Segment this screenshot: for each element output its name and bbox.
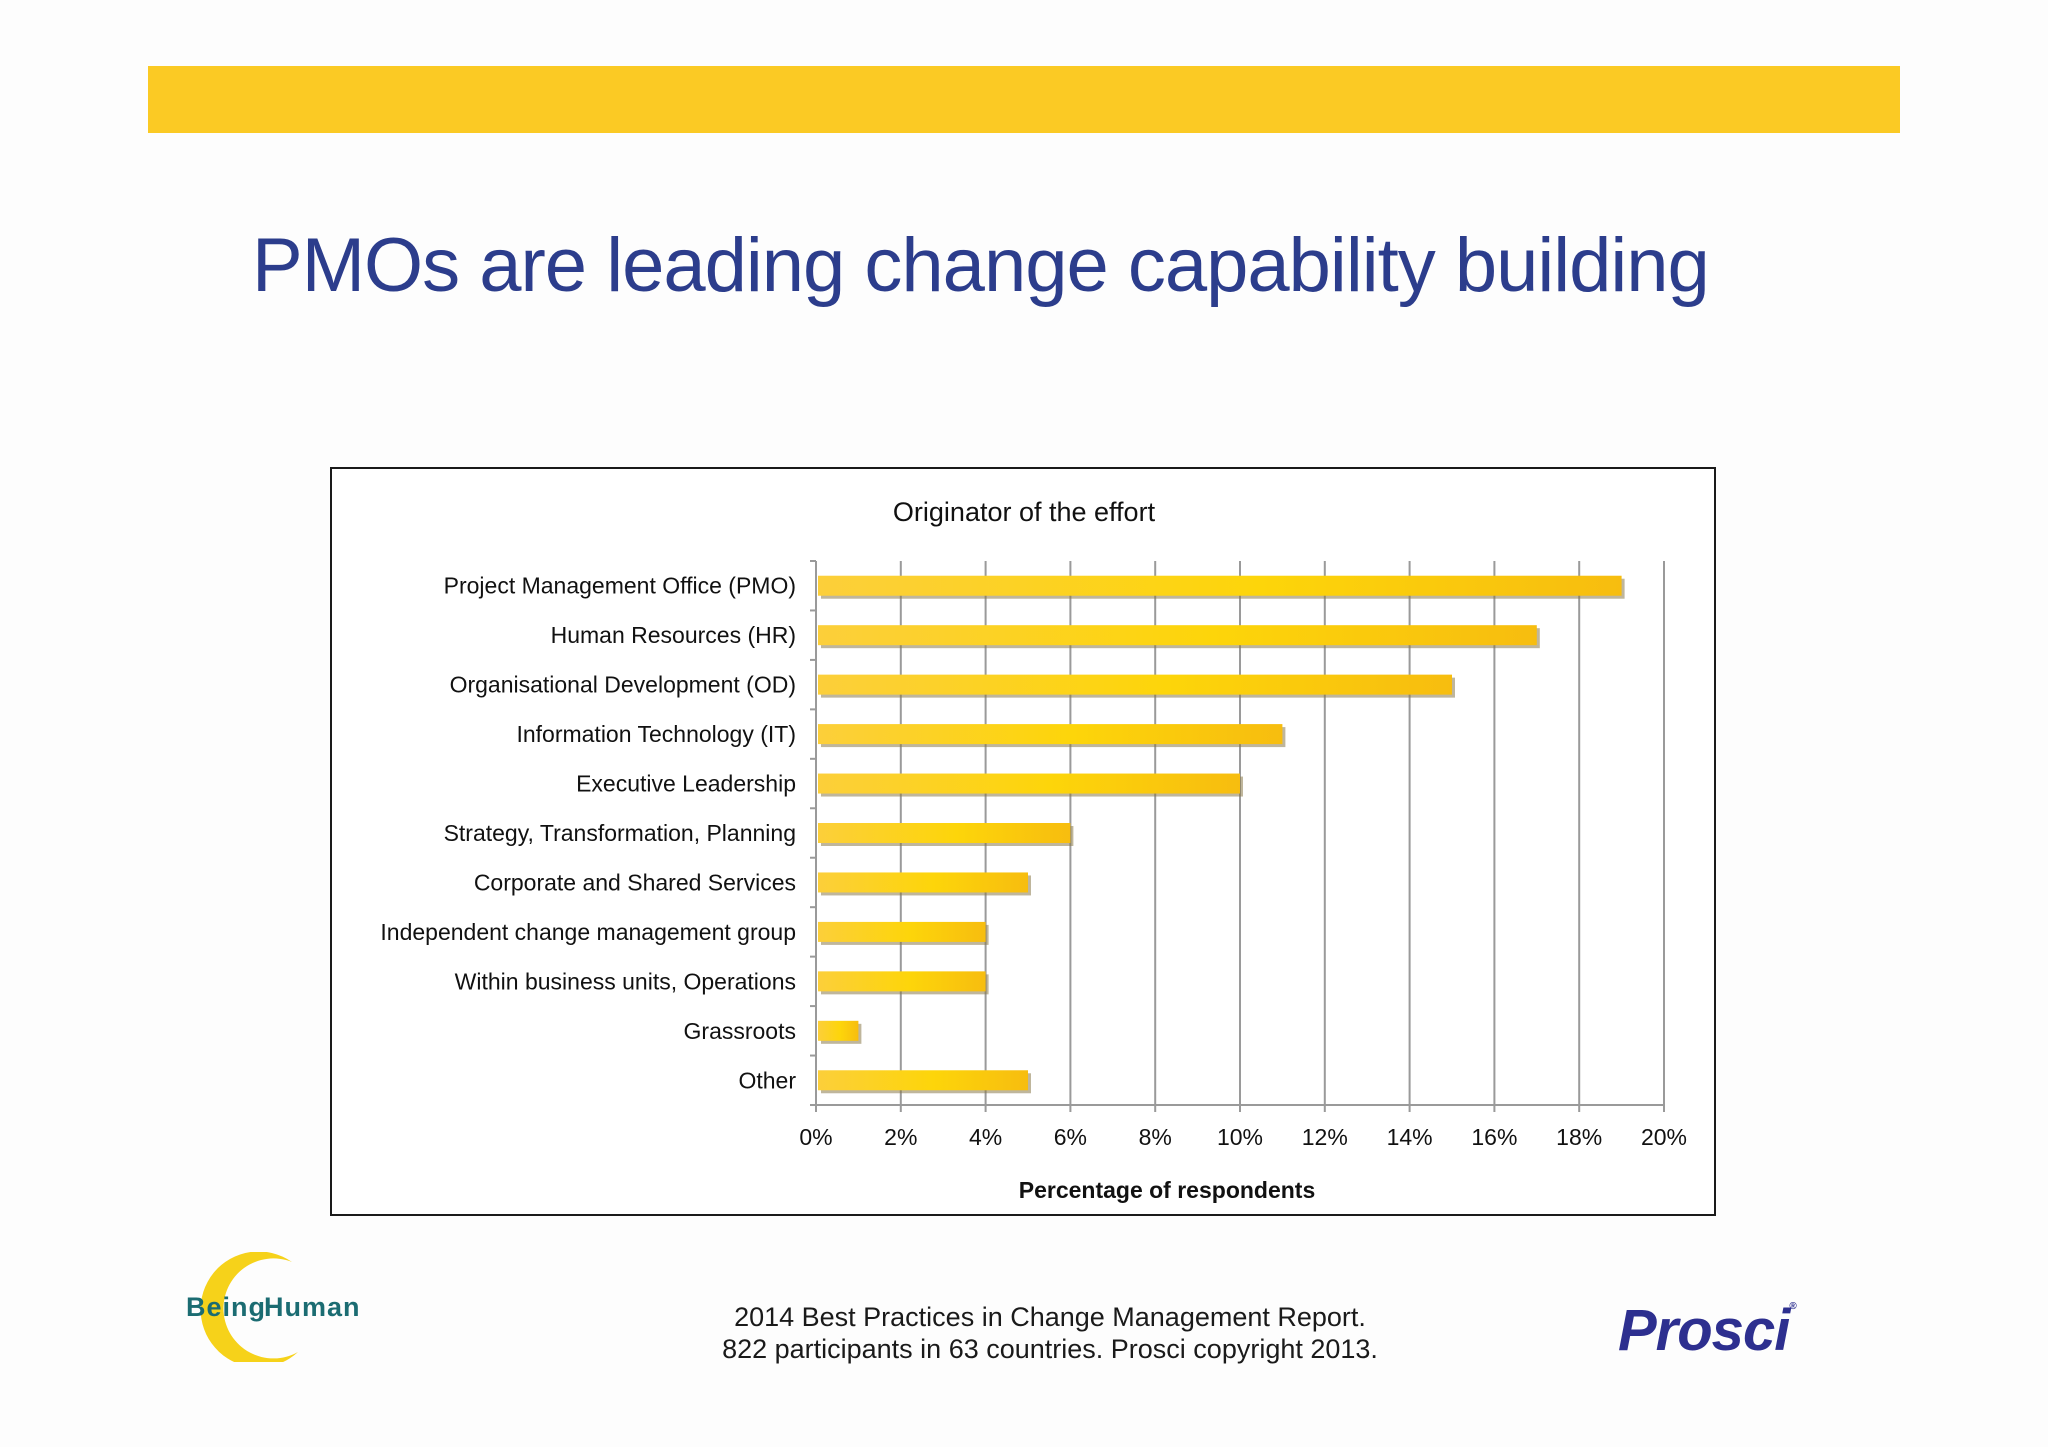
- prosci-logo: Prosci®: [1618, 1301, 1797, 1360]
- x-tick-label: 18%: [1556, 1124, 1602, 1150]
- x-tick-label: 20%: [1641, 1124, 1687, 1150]
- x-tick-label: 8%: [1139, 1124, 1172, 1150]
- bar: [818, 724, 1283, 745]
- category-label: Project Management Office (PMO): [444, 573, 796, 599]
- bar-chart: Originator of the effort Project Managem…: [380, 497, 1687, 1203]
- x-tick-label: 10%: [1217, 1124, 1263, 1150]
- registered-mark: ®: [1789, 1301, 1796, 1312]
- bar: [818, 575, 1622, 596]
- bar: [818, 823, 1071, 843]
- category-label: Corporate and Shared Services: [474, 869, 796, 895]
- source-note: 2014 Best Practices in Change Management…: [650, 1301, 1450, 1365]
- category-label: Organisational Development (OD): [450, 672, 796, 698]
- x-tick-label: 4%: [969, 1124, 1002, 1150]
- top-accent-band: [148, 66, 1900, 133]
- category-label: Executive Leadership: [576, 771, 796, 797]
- bar: [818, 971, 986, 992]
- bar: [818, 1070, 1028, 1091]
- logo-word-being: Being: [186, 1292, 267, 1322]
- crescent-icon: [200, 1252, 298, 1362]
- slide-title: PMOs are leading change capability build…: [252, 223, 1710, 308]
- category-label: Independent change management group: [380, 919, 796, 945]
- chart-title: Originator of the effort: [893, 497, 1156, 527]
- category-label: Other: [738, 1067, 796, 1093]
- prosci-logo-text: Prosci: [1618, 1298, 1790, 1363]
- bar: [818, 921, 986, 942]
- logo-word-human: Human: [264, 1292, 361, 1322]
- chart-frame: Originator of the effort Project Managem…: [330, 467, 1716, 1216]
- being-human-logo: Being Human: [180, 1252, 360, 1362]
- x-tick-label: 14%: [1387, 1124, 1433, 1150]
- x-tick-label: 12%: [1302, 1124, 1348, 1150]
- bar: [818, 625, 1537, 646]
- bar: [818, 773, 1240, 794]
- bar: [818, 674, 1452, 695]
- category-label: Grassroots: [684, 1018, 796, 1044]
- source-line-2: 822 participants in 63 countries. Prosci…: [722, 1334, 1378, 1364]
- x-tick-label: 2%: [884, 1124, 917, 1150]
- bar: [818, 1020, 859, 1041]
- category-label: Strategy, Transformation, Planning: [444, 820, 796, 846]
- x-tick-label: 16%: [1471, 1124, 1517, 1150]
- x-axis-label: Percentage of respondents: [1019, 1177, 1316, 1203]
- category-label: Information Technology (IT): [516, 721, 796, 747]
- x-tick-label: 0%: [799, 1124, 832, 1150]
- source-line-1: 2014 Best Practices in Change Management…: [734, 1302, 1366, 1332]
- category-label: Human Resources (HR): [551, 622, 796, 648]
- category-label: Within business units, Operations: [455, 968, 796, 994]
- x-tick-label: 6%: [1054, 1124, 1087, 1150]
- bar: [818, 872, 1028, 893]
